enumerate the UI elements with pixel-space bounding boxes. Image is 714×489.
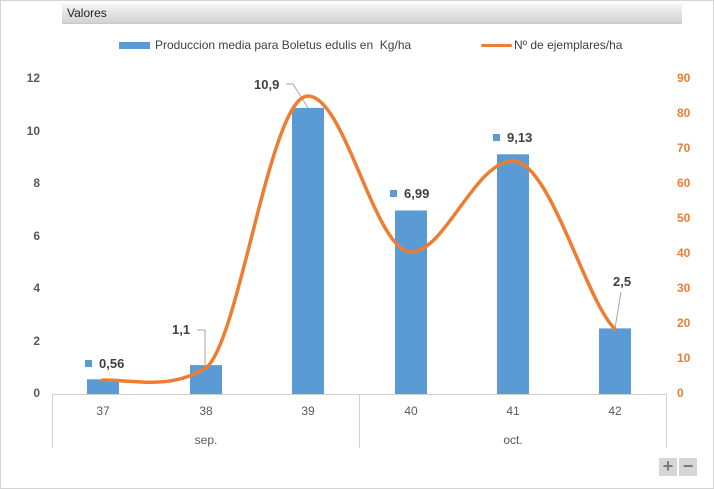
legend-key-icon (390, 190, 397, 197)
category-axis (52, 394, 667, 448)
field-zoom-controls: + − (659, 457, 697, 476)
values-field-label: Valores (67, 6, 107, 20)
left-tick: 0 (33, 386, 40, 400)
legend-item-bar-series[interactable]: Produccion media para Boletus edulis en … (119, 38, 411, 52)
category-label: 40 (404, 404, 418, 418)
line-swatch-icon (481, 43, 512, 47)
label-leader-lines (197, 83, 622, 366)
legend-bar-label: Produccion media para Boletus edulis en … (155, 38, 412, 52)
right-tick: 20 (677, 316, 691, 330)
data-label-41: 9,13 (493, 130, 532, 145)
left-tick: 8 (33, 176, 40, 190)
group-label-oct: oct. (503, 433, 523, 447)
data-label-40: 6,99 (390, 186, 429, 201)
category-label: 37 (96, 404, 110, 418)
left-tick: 10 (26, 124, 40, 138)
data-label-37: 0,56 (85, 356, 124, 371)
line-series[interactable] (101, 94, 617, 385)
bar-42[interactable] (599, 328, 631, 394)
bar-swatch-icon (119, 41, 150, 49)
bar-39[interactable] (292, 107, 324, 395)
right-tick: 10 (677, 351, 691, 365)
left-tick: 4 (33, 281, 40, 295)
left-tick: 12 (26, 71, 40, 85)
bar-series (87, 107, 631, 395)
bar-37[interactable] (87, 379, 119, 394)
data-label-42: 2,5 (613, 274, 632, 289)
chart-legend: Produccion media para Boletus edulis en … (0, 38, 714, 54)
left-tick: 2 (33, 334, 40, 348)
legend-key-icon (493, 134, 500, 141)
left-tick: 6 (33, 229, 40, 243)
expand-field-button[interactable]: + (659, 457, 677, 476)
legend-line-label: Nº de ejemplares/ha (514, 38, 623, 52)
data-label-39: 10,9 (254, 77, 280, 92)
right-tick: 80 (677, 106, 691, 120)
category-label: 41 (506, 404, 520, 418)
bar-41[interactable] (497, 154, 529, 394)
category-label: 39 (301, 404, 315, 418)
right-tick: 50 (677, 211, 691, 225)
category-label: 38 (199, 404, 213, 418)
values-field-button[interactable]: Valores (62, 4, 682, 24)
right-tick: 60 (677, 176, 691, 190)
legend-item-line-series[interactable]: Nº de ejemplares/ha (481, 38, 622, 52)
group-label-sep: sep. (194, 433, 218, 447)
legend-key-icon (85, 360, 92, 367)
right-tick: 40 (677, 246, 691, 260)
right-tick: 90 (677, 71, 691, 85)
right-tick: 0 (677, 386, 684, 400)
right-tick: 30 (677, 281, 691, 295)
collapse-field-button[interactable]: − (679, 457, 697, 476)
right-tick: 70 (677, 141, 691, 155)
data-label-38: 1,1 (172, 322, 191, 337)
bar-40[interactable] (395, 210, 427, 395)
category-label: 42 (608, 404, 622, 418)
